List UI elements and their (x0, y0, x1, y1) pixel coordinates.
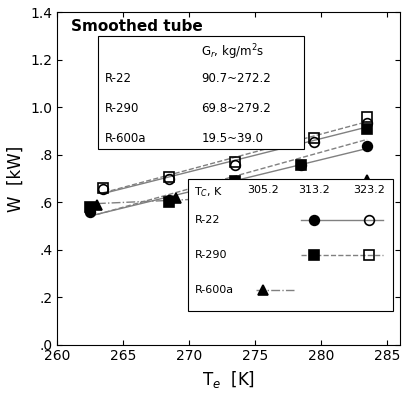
Text: R-290: R-290 (105, 102, 140, 115)
Text: R-22: R-22 (105, 72, 132, 85)
Text: 69.8~279.2: 69.8~279.2 (201, 102, 271, 115)
Text: Smoothed tube: Smoothed tube (71, 19, 203, 34)
Text: G$_r$, kg/m$^2$s: G$_r$, kg/m$^2$s (201, 42, 264, 62)
Y-axis label: W  [kW]: W [kW] (7, 145, 25, 212)
Bar (188, 179, 393, 311)
Text: 305.2: 305.2 (247, 185, 279, 195)
Bar (98, 36, 304, 148)
Text: R-22: R-22 (195, 215, 220, 225)
Text: R-600a: R-600a (105, 132, 147, 145)
Text: T$_C$, K: T$_C$, K (195, 185, 224, 199)
Text: 313.2: 313.2 (299, 185, 330, 195)
Text: R-600a: R-600a (195, 285, 233, 295)
Text: 19.5~39.0: 19.5~39.0 (201, 132, 263, 145)
Text: R-290: R-290 (195, 250, 227, 260)
Text: 323.2: 323.2 (353, 185, 385, 195)
Text: 90.7~272.2: 90.7~272.2 (201, 72, 271, 85)
X-axis label: T$_e$  [K]: T$_e$ [K] (202, 369, 255, 390)
